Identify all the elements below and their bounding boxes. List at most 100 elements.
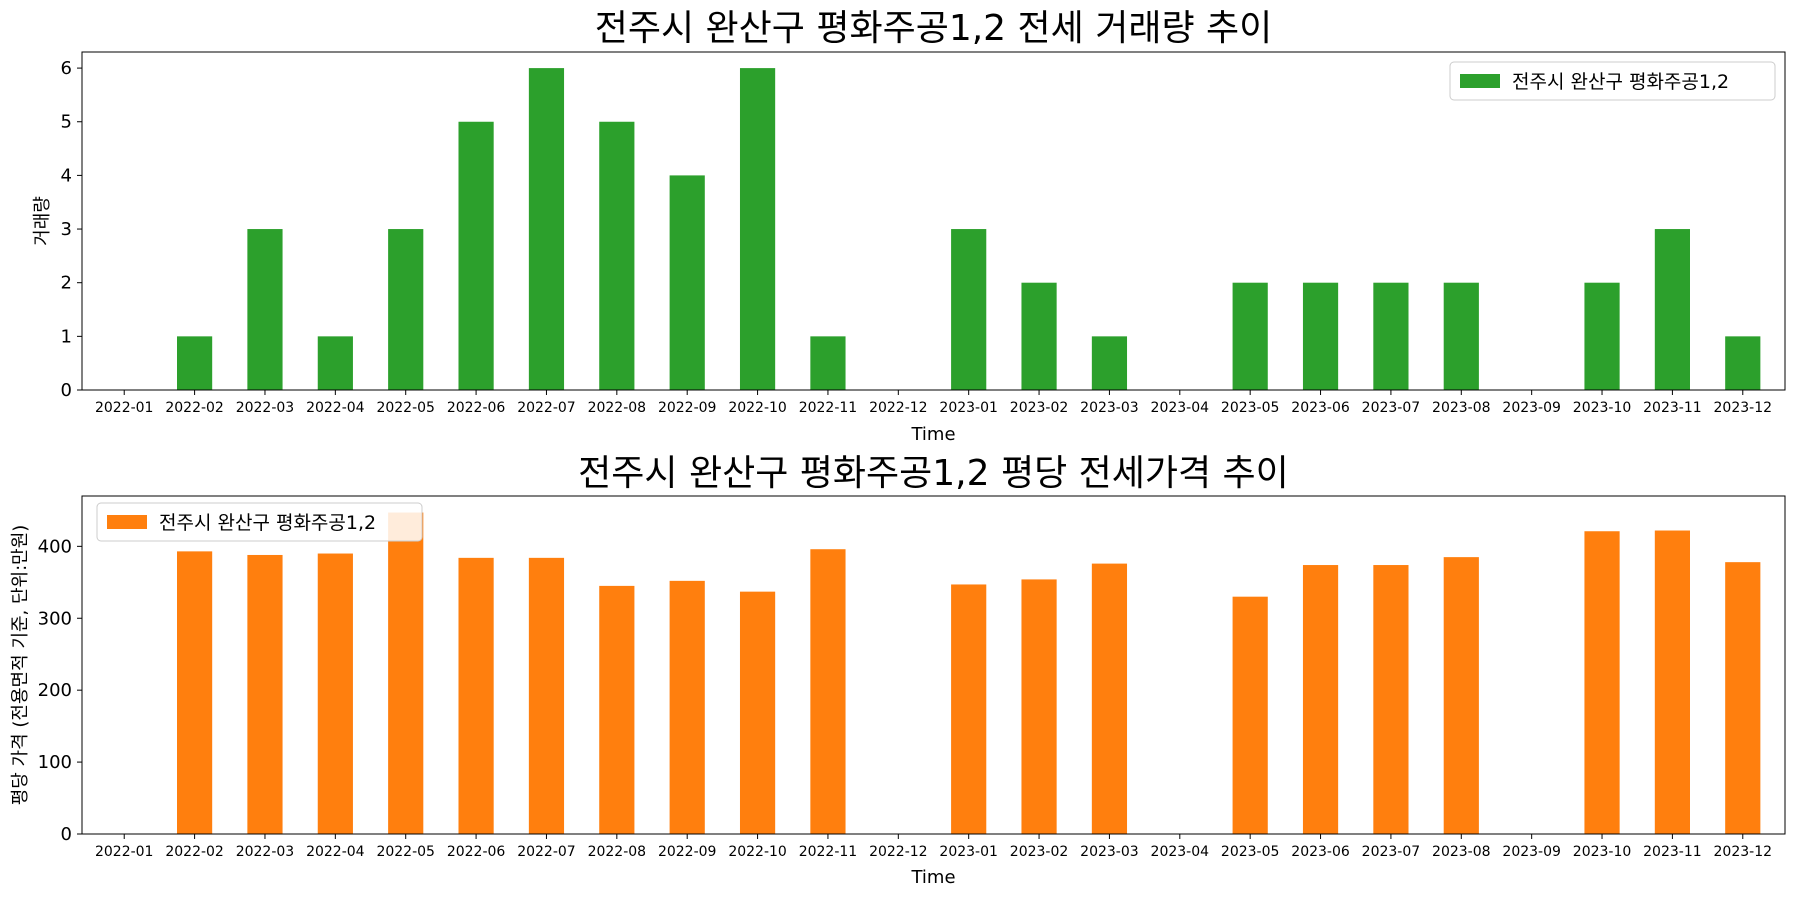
bar-2022-10 <box>739 591 776 834</box>
x-tick-label: 2023-02 <box>1010 400 1069 416</box>
chart-title: 전주시 완산구 평화주공1,2 평당 전세가격 추이 <box>578 453 1289 494</box>
bar-2022-06 <box>458 557 494 834</box>
bar-2022-04 <box>317 553 353 834</box>
bar-2022-07 <box>528 557 565 834</box>
x-tick-label: 2022-11 <box>799 844 858 860</box>
bar-2023-10 <box>1584 531 1620 834</box>
x-tick-label: 2023-09 <box>1502 844 1561 860</box>
bar-2022-04 <box>317 336 353 390</box>
chart-1: 전주시 완산구 평화주공1,2 전세 거래량 추이 2022-01 2022-02 2… <box>32 8 1786 445</box>
x-axis-label: Time <box>910 867 955 888</box>
x-tick-label: 2022-02 <box>165 400 224 416</box>
y-axis-label: 거래량 <box>32 196 53 246</box>
bar-2022-09 <box>669 580 705 834</box>
bar-2023-11 <box>1654 530 1690 834</box>
bar-2022-06 <box>458 121 494 390</box>
x-tick-label: 2022-06 <box>447 844 506 860</box>
bar-2023-05 <box>1232 596 1268 834</box>
bar-2023-05 <box>1232 282 1268 390</box>
y-tick-label: 400 <box>38 536 72 557</box>
y-tick-label: 5 <box>61 112 72 133</box>
bar-2022-07 <box>528 68 565 390</box>
x-tick-label: 2022-07 <box>517 844 576 860</box>
x-tick-label: 2023-11 <box>1643 844 1702 860</box>
bar-2023-01 <box>951 584 987 834</box>
x-tick-label: 2023-03 <box>1080 844 1139 860</box>
chart-2: 전주시 완산구 평화주공1,2 평당 전세가격 추이 2022-01 2022-02… <box>10 453 1786 888</box>
y-axis-label: 평당 가격 (전용면적 기준, 단위:만원) <box>10 525 31 806</box>
bar-2023-10 <box>1584 282 1620 390</box>
bar-2022-11 <box>810 336 846 390</box>
x-tick-label: 2022-01 <box>95 844 154 860</box>
x-tick-label: 2022-12 <box>869 400 928 416</box>
x-tick-label: 2022-10 <box>728 400 787 416</box>
x-tick-label: 2022-02 <box>165 844 224 860</box>
plot-frame <box>81 51 1786 391</box>
bar-2023-02 <box>1021 282 1057 390</box>
y-tick-label: 100 <box>38 752 72 773</box>
x-tick-label: 2023-07 <box>1362 400 1421 416</box>
y-tick-label: 0 <box>61 824 72 845</box>
bar-2023-01 <box>951 229 987 390</box>
legend-box <box>1449 61 1776 101</box>
x-tick-label: 2023-05 <box>1221 844 1280 860</box>
bar-2023-03 <box>1091 336 1128 390</box>
y-tick-label: 300 <box>38 608 72 629</box>
bar-2022-03 <box>247 554 283 834</box>
x-tick-label: 2023-08 <box>1432 844 1491 860</box>
x-tick-label: 2022-12 <box>869 844 928 860</box>
bar-2023-08 <box>1443 557 1479 834</box>
x-tick-label: 2022-05 <box>376 844 435 860</box>
y-tick-label: 200 <box>38 680 72 701</box>
x-tick-label: 2023-02 <box>1010 844 1069 860</box>
x-tick-label: 2023-01 <box>939 844 998 860</box>
x-tick-label: 2023-09 <box>1502 400 1561 416</box>
x-tick-label: 2023-05 <box>1221 400 1280 416</box>
x-tick-label: 2023-12 <box>1714 400 1773 416</box>
bar-2023-08 <box>1443 282 1479 390</box>
x-tick-label: 2022-10 <box>728 844 787 860</box>
x-tick-label: 2022-03 <box>236 400 295 416</box>
bar-2023-06 <box>1302 282 1339 390</box>
bar-2022-11 <box>810 549 846 834</box>
x-tick-label: 2022-09 <box>658 844 717 860</box>
y-tick-label: 2 <box>61 273 72 294</box>
bar-2022-02 <box>177 336 213 390</box>
legend-label: 전주시 완산구 평화주공1,2 <box>1512 71 1729 93</box>
bar-2022-08 <box>599 121 635 390</box>
x-tick-label: 2022-05 <box>376 400 435 416</box>
bar-2023-12 <box>1725 336 1761 390</box>
chart-title: 전주시 완산구 평화주공1,2 전세 거래량 추이 <box>595 8 1273 49</box>
x-tick-label: 2023-03 <box>1080 400 1139 416</box>
x-tick-label: 2023-01 <box>939 400 998 416</box>
y-tick-label: 1 <box>61 326 72 347</box>
x-tick-label: 2022-01 <box>95 400 154 416</box>
legend-swatch <box>107 515 147 529</box>
x-tick-label: 2023-07 <box>1362 844 1421 860</box>
x-tick-label: 2022-08 <box>588 844 647 860</box>
legend: 전주시 완산구 평화주공1,2 <box>1449 61 1776 101</box>
x-tick-label: 2023-11 <box>1643 400 1702 416</box>
bar-2022-09 <box>669 175 705 390</box>
y-tick-label: 0 <box>61 380 72 401</box>
bar-2023-07 <box>1373 282 1409 390</box>
x-tick-label: 2023-06 <box>1291 400 1350 416</box>
plot-frame <box>81 495 1786 835</box>
legend-box <box>96 502 423 542</box>
bar-2022-03 <box>247 229 283 390</box>
legend-swatch <box>1460 74 1500 88</box>
x-tick-label: 2023-06 <box>1291 844 1350 860</box>
bar-2023-07 <box>1373 565 1409 834</box>
legend-label: 전주시 완산구 평화주공1,2 <box>159 512 376 534</box>
x-tick-label: 2022-03 <box>236 844 295 860</box>
x-tick-label: 2023-10 <box>1573 400 1632 416</box>
x-tick-label: 2022-08 <box>588 400 647 416</box>
bar-2023-12 <box>1725 562 1761 834</box>
x-tick-label: 2023-12 <box>1714 844 1773 860</box>
x-tick-label: 2022-07 <box>517 400 576 416</box>
x-tick-label: 2023-04 <box>1151 844 1210 860</box>
y-tick-label: 4 <box>61 165 72 186</box>
legend: 전주시 완산구 평화주공1,2 <box>96 502 423 542</box>
